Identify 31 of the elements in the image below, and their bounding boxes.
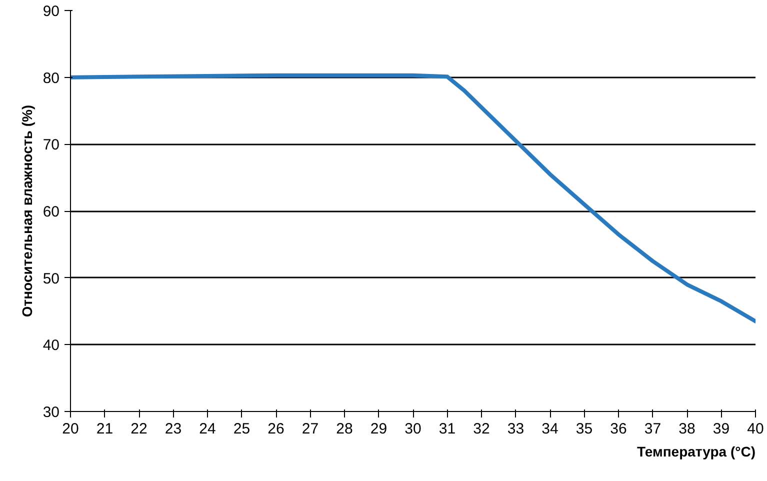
- y-tick-label: 30: [42, 404, 60, 421]
- x-tick-label: 38: [678, 420, 696, 438]
- x-tick-label: 39: [712, 420, 730, 438]
- y-tick-label: 40: [42, 337, 60, 354]
- y-axis-title: Относительная влажность (%): [18, 104, 35, 318]
- x-axis-title: Температура (°C): [637, 444, 756, 460]
- x-tick-label: 23: [164, 420, 182, 438]
- y-tick-label: 70: [42, 136, 60, 154]
- y-tick-label: 90: [42, 3, 60, 20]
- x-tick-label: 25: [233, 420, 250, 438]
- x-tick-label: 26: [268, 420, 284, 438]
- x-tick-label: 32: [473, 420, 490, 438]
- x-tick-label: 21: [96, 420, 114, 438]
- y-tick-label: 60: [42, 204, 60, 220]
- x-tick-label: 33: [507, 420, 524, 438]
- x-tick-label: 34: [542, 420, 558, 438]
- x-tick-label: 28: [336, 420, 353, 438]
- x-tick-label: 31: [438, 420, 456, 438]
- x-tick-label: 30: [404, 420, 422, 438]
- x-tick-label: 40: [747, 420, 764, 438]
- x-tick-label: 27: [302, 420, 319, 438]
- x-tick-label: 36: [610, 420, 627, 438]
- line-series: [70, 73, 756, 324]
- y-tick-label: 80: [42, 70, 60, 87]
- x-tick-label: 22: [130, 420, 148, 438]
- x-tick-label: 20: [62, 420, 79, 438]
- x-tick-label: 24: [199, 420, 216, 438]
- x-tick-label: 35: [576, 420, 593, 438]
- x-tick-label: 29: [370, 420, 388, 438]
- x-tick-label: 37: [644, 420, 662, 438]
- y-tick-label: 50: [42, 270, 60, 288]
